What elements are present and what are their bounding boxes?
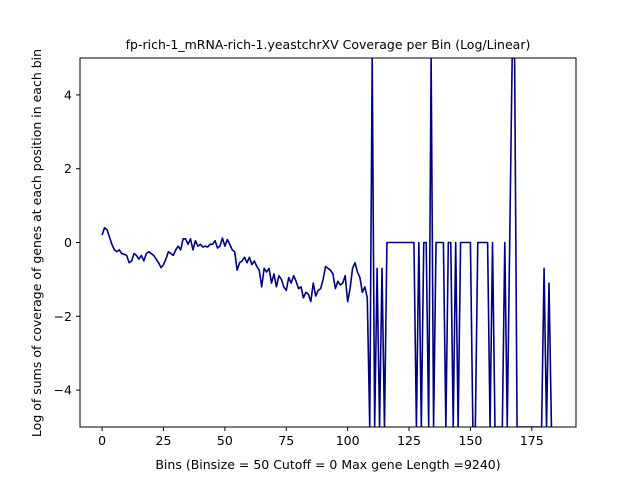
y-tick-label: 2 bbox=[64, 161, 72, 176]
x-tick-label: 50 bbox=[217, 433, 233, 448]
x-tick-label: 125 bbox=[397, 433, 421, 448]
x-axis-title: Bins (Binsize = 50 Cutoff = 0 Max gene L… bbox=[155, 457, 500, 472]
y-tick-label: −4 bbox=[54, 383, 72, 398]
y-tick-label: −2 bbox=[54, 309, 72, 324]
x-tick-label: 25 bbox=[156, 433, 172, 448]
y-axis: −4 −2 0 2 4 bbox=[54, 87, 80, 398]
plot-area bbox=[101, 58, 553, 427]
x-tick-label: 150 bbox=[458, 433, 482, 448]
x-tick-label: 0 bbox=[98, 433, 106, 448]
x-axis: 0 25 50 75 100 125 150 175 bbox=[98, 427, 544, 448]
y-tick-label: 0 bbox=[64, 235, 72, 250]
x-tick-label: 75 bbox=[278, 433, 294, 448]
series-line-0 bbox=[101, 58, 553, 427]
chart-title: fp-rich-1_mRNA-rich-1.yeastchrXV Coverag… bbox=[126, 37, 531, 52]
y-tick-label: 4 bbox=[64, 87, 72, 102]
x-tick-label: 175 bbox=[520, 433, 544, 448]
y-axis-title: Log of sums of coverage of genes at each… bbox=[29, 49, 44, 437]
x-tick-label: 100 bbox=[336, 433, 360, 448]
